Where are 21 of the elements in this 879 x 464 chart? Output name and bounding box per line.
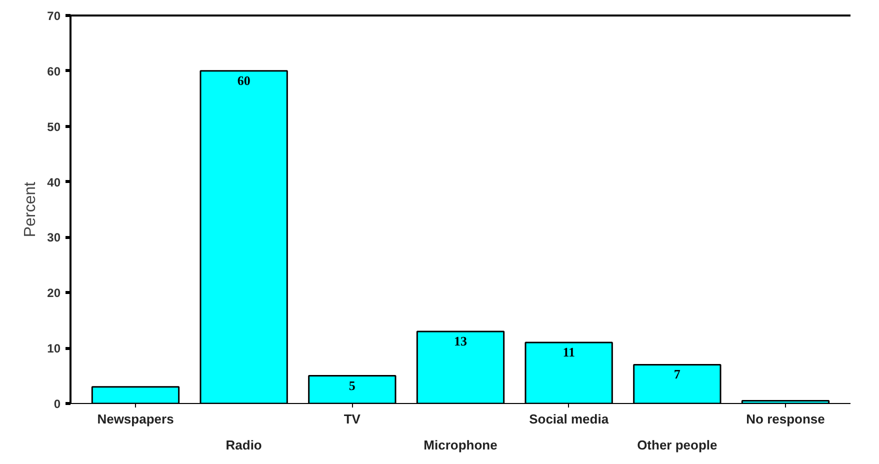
y-axis-title: Percent xyxy=(22,181,40,238)
y-tick-label: 0 xyxy=(54,397,61,411)
data-label: 13 xyxy=(454,333,468,348)
x-tick-label: Other people xyxy=(637,438,718,452)
y-tick-label: 60 xyxy=(47,64,61,78)
y-tick-label: 20 xyxy=(47,286,61,300)
data-label: 60 xyxy=(237,72,250,88)
y-tick-label: 30 xyxy=(47,230,61,245)
x-tick-label: TV xyxy=(344,412,361,426)
x-tick-label: Newspapers xyxy=(97,412,174,426)
data-label: 7 xyxy=(674,366,681,382)
y-tick-label: 50 xyxy=(47,120,61,134)
data-label: 11 xyxy=(562,344,575,360)
y-tick-label: 10 xyxy=(47,342,61,356)
data-label: 5 xyxy=(348,378,356,393)
x-tick-label: Radio xyxy=(226,438,262,452)
y-tick-label: 70 xyxy=(47,9,61,23)
x-tick-label: Microphone xyxy=(424,438,498,452)
x-tick-label: Social media xyxy=(529,412,610,426)
x-tick-label: No response xyxy=(746,412,825,426)
y-tick-label: 40 xyxy=(47,175,61,190)
